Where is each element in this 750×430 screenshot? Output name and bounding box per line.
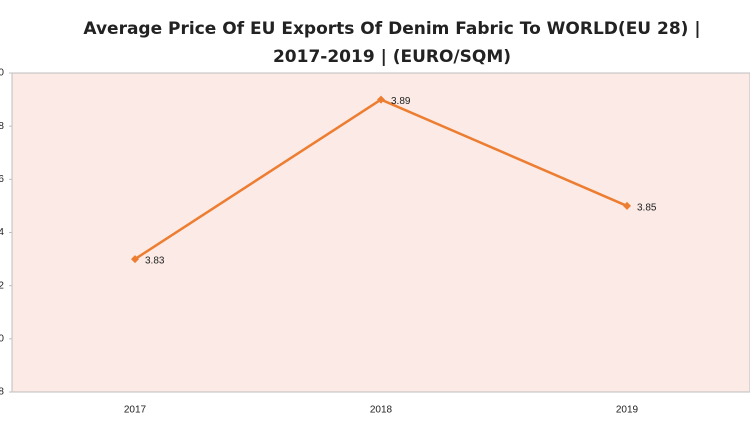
data-point bbox=[131, 255, 139, 264]
y-tick-label: 3.80 bbox=[0, 333, 4, 344]
data-label: 3.83 bbox=[145, 256, 165, 267]
y-tick-label: 3.90 bbox=[0, 68, 4, 79]
y-tick-label: 3.78 bbox=[0, 387, 4, 398]
chart-title: 2017-2019 | (EURO/SQM) bbox=[273, 47, 511, 67]
x-tick-label: 2017 bbox=[124, 405, 147, 416]
y-tick-label: 3.84 bbox=[0, 227, 4, 238]
plot-area bbox=[11, 72, 750, 393]
y-tick-label: 3.86 bbox=[0, 174, 4, 185]
data-label: 3.89 bbox=[391, 96, 411, 107]
y-tick-label: 3.88 bbox=[0, 121, 4, 132]
x-tick-label: 2019 bbox=[616, 405, 639, 416]
chart-title: Average Price Of EU Exports Of Denim Fab… bbox=[83, 19, 700, 39]
data-point bbox=[377, 95, 385, 104]
data-point bbox=[623, 201, 631, 210]
y-tick-label: 3.82 bbox=[0, 280, 4, 291]
data-label: 3.85 bbox=[637, 203, 657, 214]
x-tick-label: 2018 bbox=[370, 405, 393, 416]
